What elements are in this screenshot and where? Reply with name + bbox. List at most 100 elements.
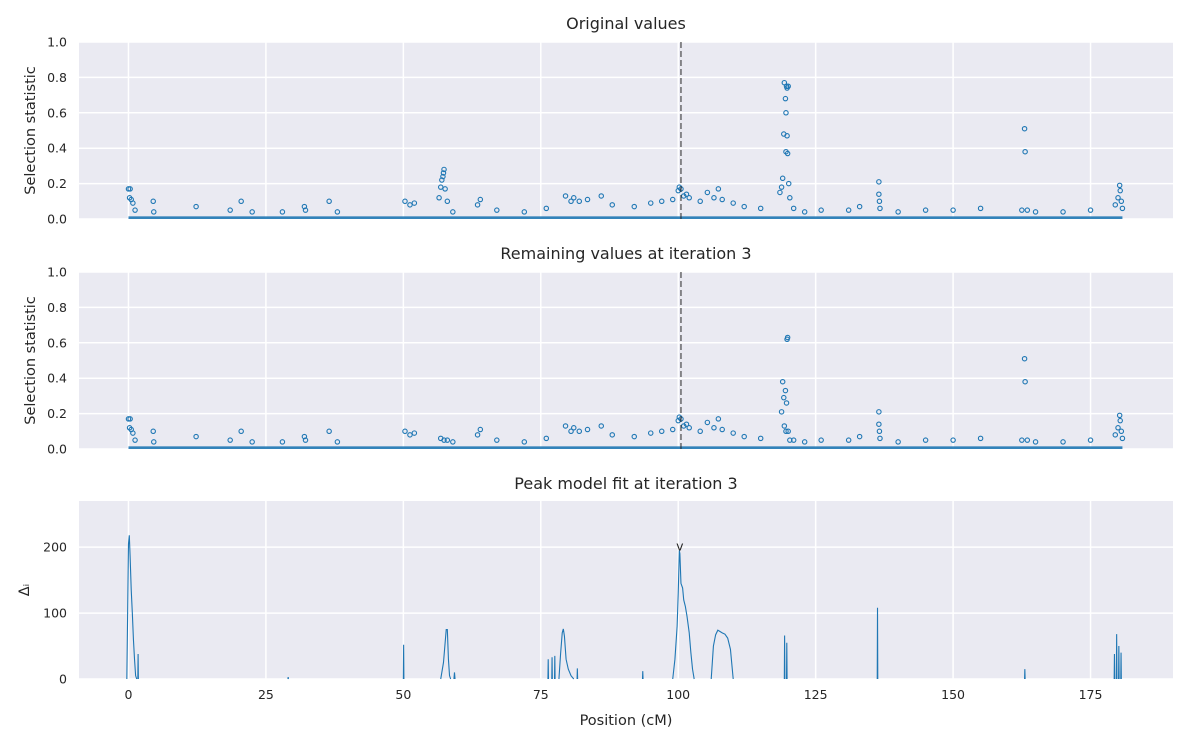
data-point bbox=[658, 428, 665, 435]
data-point bbox=[730, 200, 736, 206]
data-point bbox=[436, 195, 442, 201]
y-tick-labels: 0.0 0.2 0.4 0.6 0.8 1.0 bbox=[47, 265, 67, 457]
data-point bbox=[238, 198, 244, 205]
data-point bbox=[609, 432, 616, 438]
y-tick-labels: 0.0 0.2 0.4 0.6 0.8 1.0 bbox=[47, 35, 67, 227]
data-point bbox=[441, 166, 447, 173]
data-point bbox=[784, 150, 791, 157]
fit-lines: v bbox=[126, 535, 1122, 680]
data-point bbox=[1112, 202, 1119, 208]
fit-line-segment bbox=[876, 607, 879, 680]
x-tick-label: 100 bbox=[666, 687, 690, 702]
data-point bbox=[1022, 378, 1028, 385]
y-axis-label: Selection statistic bbox=[23, 66, 39, 195]
data-point bbox=[1022, 148, 1028, 155]
y-tick-label: 0.4 bbox=[47, 141, 67, 156]
data-point bbox=[787, 195, 793, 201]
data-point bbox=[301, 203, 308, 210]
data-point bbox=[683, 191, 690, 197]
data-point bbox=[568, 428, 574, 435]
x-tick-label: 0 bbox=[125, 687, 133, 702]
baseline-band bbox=[128, 216, 1123, 219]
data-point bbox=[785, 83, 791, 90]
data-point bbox=[521, 209, 528, 215]
fit-line-segment bbox=[641, 671, 644, 680]
data-point bbox=[787, 437, 793, 443]
y-tick-label: 0.6 bbox=[47, 335, 67, 350]
data-point bbox=[801, 209, 808, 215]
data-point bbox=[977, 205, 984, 212]
data-point bbox=[715, 186, 722, 192]
data-point bbox=[227, 437, 233, 443]
data-point bbox=[741, 203, 747, 210]
data-point bbox=[783, 428, 789, 435]
data-point bbox=[1119, 435, 1126, 442]
data-point bbox=[494, 207, 500, 213]
data-point bbox=[571, 195, 577, 201]
data-point bbox=[777, 189, 783, 196]
x-tick-label: 25 bbox=[258, 687, 274, 702]
panel-remaining-values: Remaining values at iteration 3 Selectio… bbox=[23, 244, 1173, 457]
data-point bbox=[697, 198, 703, 205]
x-tick-label: 150 bbox=[941, 687, 965, 702]
data-point bbox=[1115, 425, 1121, 431]
fit-line-segment bbox=[551, 657, 553, 680]
fit-line-segment bbox=[1120, 652, 1122, 680]
data-point bbox=[1087, 437, 1094, 443]
data-point bbox=[440, 170, 447, 176]
data-point bbox=[845, 437, 852, 443]
data-point bbox=[877, 205, 883, 212]
y-tick-label: 1.0 bbox=[47, 265, 67, 280]
y-gridlines bbox=[79, 546, 1173, 680]
data-point bbox=[782, 95, 789, 102]
data-points bbox=[125, 42, 1126, 219]
data-point bbox=[1032, 439, 1039, 445]
data-points bbox=[125, 272, 1126, 449]
y-tick-label: 0 bbox=[59, 672, 67, 687]
data-point bbox=[407, 432, 413, 438]
data-point bbox=[441, 437, 447, 443]
data-point bbox=[895, 209, 901, 215]
data-point bbox=[697, 428, 703, 435]
data-point bbox=[302, 437, 309, 443]
y-tick-label: 0.2 bbox=[47, 406, 67, 421]
data-point bbox=[1019, 207, 1025, 213]
data-point bbox=[562, 193, 569, 199]
data-point bbox=[784, 133, 790, 139]
data-point bbox=[130, 430, 136, 436]
data-point bbox=[151, 209, 157, 215]
data-point bbox=[444, 198, 451, 205]
data-point bbox=[609, 202, 616, 208]
fit-line-segment bbox=[137, 653, 139, 680]
fit-line-segment bbox=[402, 644, 405, 680]
data-point bbox=[402, 198, 408, 205]
data-point bbox=[895, 439, 901, 445]
data-point bbox=[785, 180, 792, 187]
data-point bbox=[778, 409, 785, 415]
x-tick-label: 125 bbox=[804, 687, 828, 702]
y-tick-label: 0.0 bbox=[47, 212, 67, 227]
data-point bbox=[790, 437, 797, 443]
data-point bbox=[781, 423, 788, 429]
data-point bbox=[922, 437, 929, 443]
data-point bbox=[125, 186, 132, 192]
data-point bbox=[801, 439, 808, 445]
data-point bbox=[249, 439, 255, 445]
data-point bbox=[598, 193, 605, 199]
data-point bbox=[1060, 209, 1066, 215]
data-point bbox=[1019, 437, 1025, 443]
y-tick-labels: 0 100 200 bbox=[43, 540, 67, 687]
data-point bbox=[1087, 207, 1094, 213]
data-point bbox=[1116, 182, 1123, 189]
data-point bbox=[647, 200, 654, 206]
data-point bbox=[669, 196, 676, 203]
data-point bbox=[845, 207, 852, 213]
panel-title: Peak model fit at iteration 3 bbox=[514, 474, 737, 493]
data-point bbox=[521, 439, 528, 445]
data-point bbox=[631, 203, 637, 210]
data-point bbox=[494, 437, 500, 443]
data-point bbox=[631, 433, 637, 440]
data-point bbox=[439, 177, 445, 183]
data-point bbox=[757, 435, 764, 442]
data-point bbox=[1112, 432, 1119, 438]
